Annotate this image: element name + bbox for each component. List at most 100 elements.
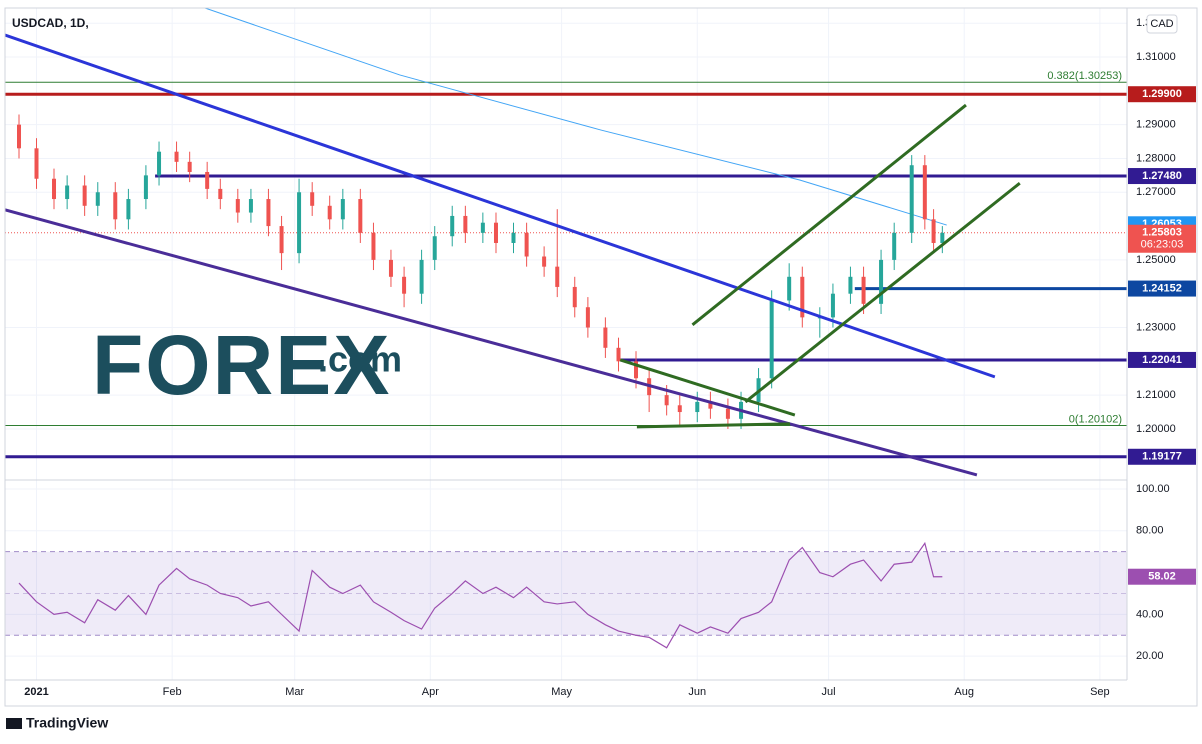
rsi-tick-label: 100.00 [1136, 483, 1170, 495]
tradingview-logo[interactable]: TradingView [6, 715, 108, 731]
rsi-tick-label: 20.00 [1136, 650, 1164, 662]
price-label: 1.25803 [1142, 227, 1182, 239]
symbol-title: USDCAD, 1D, [12, 16, 89, 30]
candle-body [695, 401, 700, 413]
candle-body [358, 199, 363, 233]
candle-body [310, 192, 315, 206]
candle-body [616, 347, 621, 362]
y-tick-label: 1.20000 [1136, 423, 1176, 435]
trendline [636, 422, 791, 429]
candle-body [388, 259, 393, 277]
candle-body [603, 327, 608, 348]
level-label-box [1128, 168, 1196, 185]
x-tick-label: 2021 [24, 686, 48, 698]
candle-body [17, 124, 22, 149]
level-label: 1.27480 [1142, 170, 1182, 182]
level-label: 1.22041 [1142, 354, 1182, 366]
candle-body [830, 293, 835, 318]
candle-body [205, 171, 210, 189]
y-tick-label: 1.29000 [1136, 119, 1176, 131]
countdown: 06:23:03 [1141, 239, 1184, 251]
candle-body [248, 199, 253, 213]
level-label-box [1128, 280, 1196, 297]
currency-box[interactable] [1146, 14, 1178, 34]
candle-body [402, 276, 407, 294]
candle-body [555, 266, 560, 287]
candle-body [126, 199, 131, 220]
candle-body [113, 192, 118, 220]
logo-icon [6, 718, 22, 729]
level-label-box [1128, 448, 1196, 465]
candle-body [922, 165, 927, 220]
candle-body [371, 232, 376, 260]
level-label: 1.19177 [1142, 451, 1182, 463]
candle-body [266, 199, 271, 227]
x-tick-label: Mar [285, 686, 304, 698]
candle-body [848, 276, 853, 294]
y-tick-label: 1.25000 [1136, 254, 1176, 266]
candle-body [769, 300, 774, 379]
candle-body [432, 236, 437, 260]
candle-body [174, 151, 179, 162]
level-label: 1.24152 [1142, 282, 1182, 294]
candle-body [677, 405, 682, 413]
frame [4, 7, 1198, 707]
candle-body [450, 215, 455, 237]
candle-body [419, 259, 424, 294]
candle-body [279, 226, 284, 254]
moving-average [204, 8, 947, 226]
logo-text: TradingView [26, 715, 108, 731]
rsi-label: 58.02 [1148, 571, 1176, 583]
candle-body [82, 185, 87, 206]
candle-body [187, 161, 192, 172]
rsi-label-box [1128, 568, 1196, 585]
candle-body [34, 148, 39, 179]
candle-body [542, 256, 547, 267]
candle-body [787, 276, 792, 301]
level-label-box [1128, 86, 1196, 103]
candle-body [800, 276, 805, 318]
level-label-box [1128, 351, 1196, 368]
candle-body [480, 222, 485, 233]
candle-body [879, 259, 884, 304]
rsi-line [18, 541, 943, 649]
trendline [619, 358, 796, 417]
y-tick-label: 1.23000 [1136, 321, 1176, 333]
x-tick-label: May [551, 686, 572, 698]
trendline [691, 103, 967, 326]
candle-body [143, 175, 148, 200]
candle-body [664, 395, 669, 406]
candle-body [524, 232, 529, 257]
candle-body [65, 185, 70, 200]
x-tick-label: Sep [1090, 686, 1110, 698]
y-tick-label: 1.21000 [1136, 389, 1176, 401]
watermark-main: FOREX [92, 318, 391, 412]
currency[interactable]: CAD [1150, 18, 1173, 30]
candle-body [511, 232, 516, 243]
trendline [5, 33, 996, 379]
candle-body [634, 361, 639, 379]
candle-body [572, 286, 577, 308]
candle-body [892, 232, 897, 260]
candle-body [463, 215, 468, 233]
level-label: 1.29900 [1142, 88, 1182, 100]
candle-body [493, 222, 498, 243]
trendline [744, 181, 1021, 404]
candle-body [708, 401, 713, 409]
candle-body [931, 219, 936, 243]
x-tick-label: Aug [954, 686, 974, 698]
rsi-tick-label: 40.00 [1136, 608, 1164, 620]
y-tick-label: 1.27000 [1136, 186, 1176, 198]
candle-body [95, 192, 100, 206]
fib-label: 0(1.20102) [1069, 413, 1122, 425]
x-tick-label: Apr [422, 686, 439, 698]
candle-body [585, 307, 590, 328]
candle-body [327, 205, 332, 220]
x-tick-label: Jul [822, 686, 836, 698]
x-tick-label: Feb [163, 686, 182, 698]
candle-body [52, 178, 57, 200]
watermark-suffix: .com [318, 339, 402, 380]
candle-body [861, 276, 866, 304]
price-label-box [1128, 224, 1196, 253]
candle-body [235, 199, 240, 213]
